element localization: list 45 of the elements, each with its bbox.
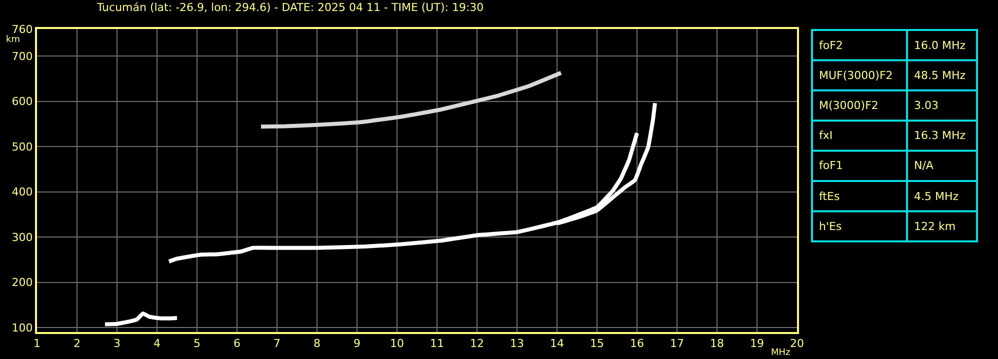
x-axis-title: MHz (771, 348, 791, 358)
y-tick-label: 760 (12, 22, 33, 36)
x-tick-label: 10 (390, 337, 404, 350)
text: 16.3 MHz (914, 129, 966, 142)
x-tick-label: 9 (354, 337, 360, 350)
text: ftEs (819, 190, 840, 203)
text: N/A (914, 159, 934, 172)
x-tick-label: 8 (314, 337, 320, 350)
x-tick-label: 3 (114, 337, 120, 350)
x-tick-label: 1 (34, 337, 40, 350)
y-tick-label: 700 (12, 50, 33, 63)
x-tick-label: 6 (234, 337, 240, 350)
text: fxI (819, 129, 833, 142)
x-tick-label: 11 (430, 337, 444, 350)
x-tick-label: 15 (590, 337, 604, 350)
x-tick-label: 12 (470, 337, 484, 350)
text: MUF(3000)F2 (819, 69, 893, 82)
text: foF1 (819, 159, 843, 172)
y-tick-label: 100 (12, 321, 33, 334)
text: 16.0 MHz (914, 39, 966, 52)
text: foF2 (819, 39, 843, 52)
x-tick-label: 17 (670, 337, 684, 350)
x-tick-label: 2 (74, 337, 80, 350)
text: 48.5 MHz (914, 69, 966, 82)
x-tick-label: 19 (750, 337, 764, 350)
x-tick-label: 13 (510, 337, 524, 350)
y-tick-label: 400 (12, 186, 33, 199)
y-tick-label: 300 (12, 230, 33, 244)
text: 4.5 MHz (914, 190, 959, 203)
text: 122 km (914, 220, 956, 233)
x-tick-label: 20 (790, 337, 804, 350)
text: M(3000)F2 (819, 99, 878, 112)
x-tick-label: 5 (194, 337, 200, 350)
x-tick-label: 18 (710, 337, 724, 350)
y-axis-title: km (6, 35, 20, 45)
x-tick-label: 16 (630, 337, 644, 350)
y-tick-label: 600 (12, 95, 33, 108)
y-tick-label: 200 (12, 276, 33, 290)
text: h'Es (819, 220, 842, 233)
x-tick-label: 4 (154, 337, 160, 350)
x-tick-label: 14 (550, 337, 564, 350)
y-tick-label: 500 (12, 140, 33, 154)
x-tick-label: 7 (274, 337, 280, 350)
text: 3.03 (914, 99, 938, 112)
chart-title: Tucumán (lat: -26.9, lon: 294.6) - DATE: 2025 04 11 - TIME (UT): 19:30 (96, 1, 484, 14)
